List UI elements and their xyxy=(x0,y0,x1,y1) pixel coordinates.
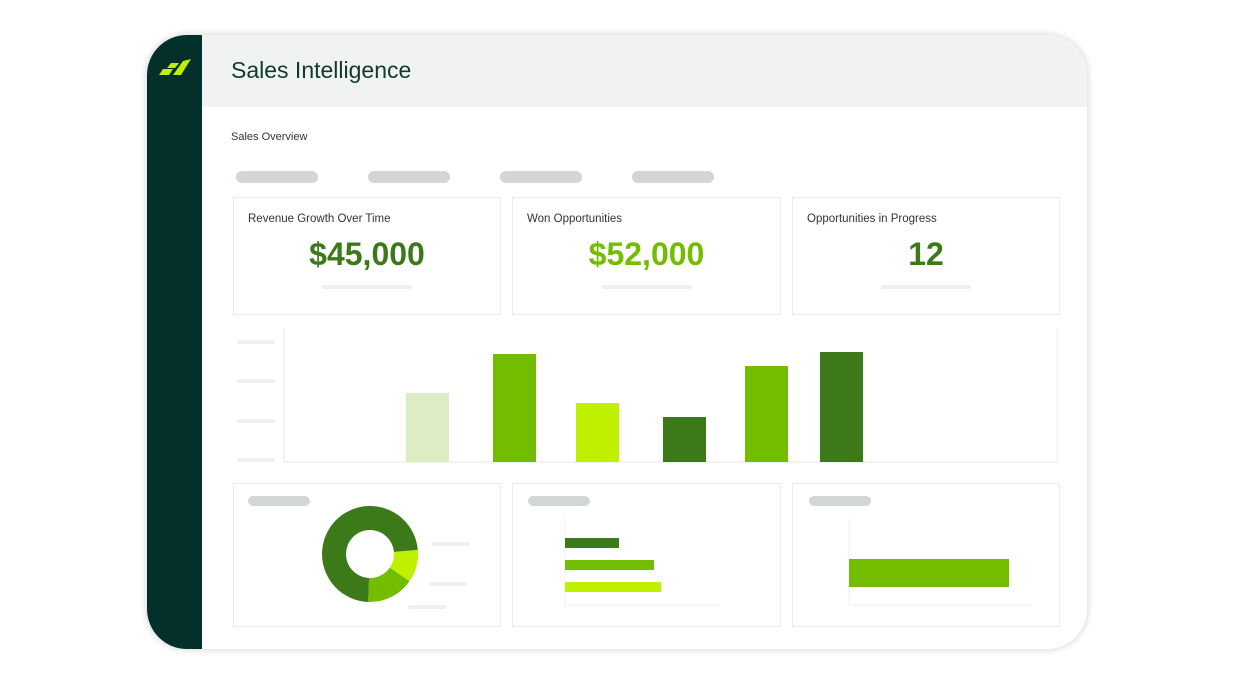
y-tick-placeholder xyxy=(237,458,275,462)
single-bar-card[interactable] xyxy=(792,483,1060,627)
donut-card[interactable] xyxy=(233,483,501,627)
bar xyxy=(663,417,706,462)
bar xyxy=(406,393,449,462)
filter-placeholder[interactable] xyxy=(368,171,450,183)
bar xyxy=(745,366,788,462)
kpi-label: Revenue Growth Over Time xyxy=(248,213,391,225)
title-placeholder xyxy=(528,496,590,506)
sidebar xyxy=(147,35,202,649)
legend-placeholder xyxy=(429,582,467,586)
filter-placeholder[interactable] xyxy=(500,171,582,183)
bar xyxy=(820,352,863,462)
kpi-card-won[interactable]: Won Opportunities $52,000 xyxy=(512,197,781,315)
app-window: Sales Intelligence Sales Overview Revenu… xyxy=(147,35,1087,649)
kpi-value: $45,000 xyxy=(309,236,425,272)
y-tick-placeholder xyxy=(237,340,275,344)
hbar-card[interactable] xyxy=(512,483,781,627)
placeholder-line xyxy=(881,285,971,289)
title-placeholder xyxy=(809,496,871,506)
kpi-card-progress[interactable]: Opportunities in Progress 12 xyxy=(792,197,1060,315)
kpi-label: Opportunities in Progress xyxy=(807,213,937,225)
y-tick-placeholder xyxy=(237,379,275,383)
placeholder-line xyxy=(601,285,692,289)
bar xyxy=(493,354,536,462)
bar xyxy=(576,403,619,462)
page-title: Sales Intelligence xyxy=(231,57,412,83)
logo-icon xyxy=(159,59,191,75)
title-placeholder xyxy=(248,496,310,506)
legend-placeholder xyxy=(408,605,446,609)
filter-placeholder[interactable] xyxy=(632,171,714,183)
y-tick-placeholder xyxy=(237,419,275,423)
filter-placeholder[interactable] xyxy=(236,171,318,183)
placeholder-line xyxy=(322,285,412,289)
kpi-card-revenue[interactable]: Revenue Growth Over Time $45,000 xyxy=(233,197,501,315)
legend-placeholder xyxy=(432,542,470,546)
kpi-value: 12 xyxy=(908,236,944,272)
kpi-value: $52,000 xyxy=(588,236,705,272)
kpi-label: Won Opportunities xyxy=(527,213,623,225)
header: Sales Intelligence xyxy=(202,35,1087,107)
section-title: Sales Overview xyxy=(231,131,308,143)
